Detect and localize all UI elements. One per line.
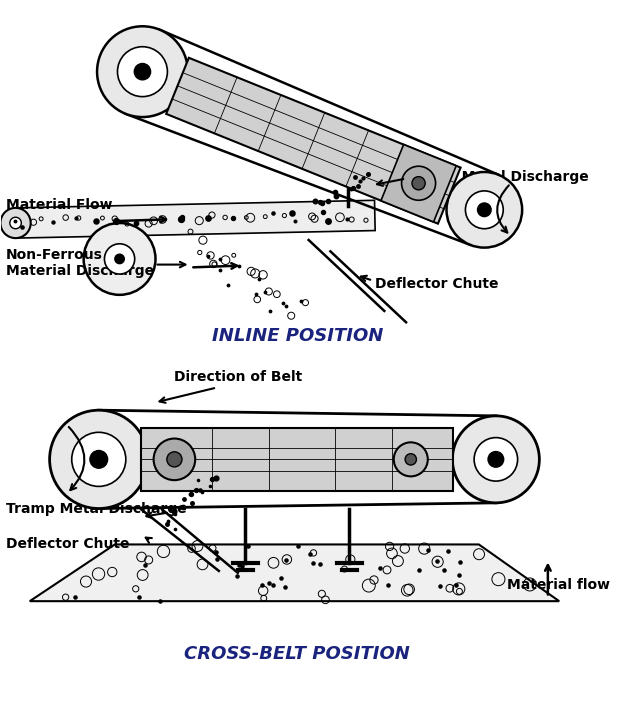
Text: CROSS-BELT POSITION: CROSS-BELT POSITION bbox=[185, 645, 410, 663]
Text: INLINE POSITION: INLINE POSITION bbox=[212, 328, 383, 346]
Circle shape bbox=[1, 208, 31, 238]
Circle shape bbox=[474, 437, 518, 481]
Circle shape bbox=[167, 452, 182, 467]
Circle shape bbox=[453, 416, 540, 502]
Circle shape bbox=[488, 452, 504, 467]
Circle shape bbox=[401, 166, 436, 200]
Polygon shape bbox=[15, 200, 375, 238]
Text: Non-Ferrous
Material Discharge: Non-Ferrous Material Discharge bbox=[6, 247, 154, 278]
Circle shape bbox=[10, 217, 21, 228]
Circle shape bbox=[90, 450, 108, 469]
Circle shape bbox=[115, 254, 125, 264]
Circle shape bbox=[412, 176, 425, 190]
Circle shape bbox=[394, 442, 428, 476]
Circle shape bbox=[49, 410, 148, 508]
Text: Tramp Metal Discharge: Tramp Metal Discharge bbox=[408, 170, 588, 184]
Polygon shape bbox=[166, 58, 461, 223]
Circle shape bbox=[446, 172, 522, 247]
Text: Material flow: Material flow bbox=[507, 578, 610, 592]
Text: Tramp Metal Discharge: Tramp Metal Discharge bbox=[6, 502, 187, 516]
Polygon shape bbox=[381, 145, 456, 222]
Circle shape bbox=[135, 64, 151, 80]
Polygon shape bbox=[30, 544, 559, 601]
Circle shape bbox=[105, 244, 135, 274]
Circle shape bbox=[478, 203, 491, 217]
Text: Deflector Chute: Deflector Chute bbox=[6, 537, 130, 552]
Circle shape bbox=[97, 26, 188, 117]
Bar bbox=[141, 428, 453, 490]
Text: Material Flow: Material Flow bbox=[6, 198, 113, 212]
Circle shape bbox=[153, 439, 195, 480]
Circle shape bbox=[465, 191, 503, 228]
Text: Deflector Chute: Deflector Chute bbox=[375, 278, 498, 291]
Circle shape bbox=[405, 453, 416, 465]
Text: Direction of Belt: Direction of Belt bbox=[173, 369, 302, 384]
Circle shape bbox=[72, 432, 126, 487]
Circle shape bbox=[84, 223, 155, 295]
Circle shape bbox=[118, 47, 167, 97]
